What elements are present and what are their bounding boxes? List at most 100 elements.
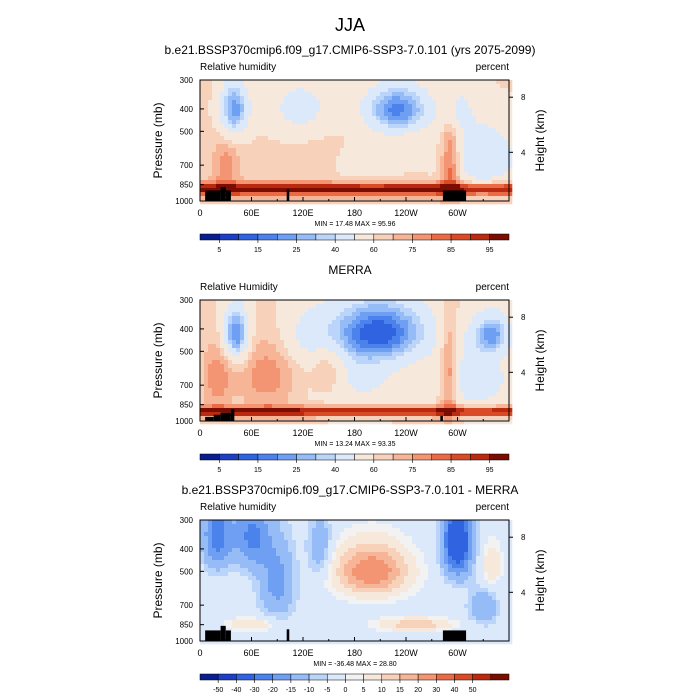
field-cell — [436, 84, 441, 89]
field-cell — [484, 180, 489, 185]
field-cell — [292, 96, 297, 101]
field-cell — [328, 140, 333, 145]
field-cell — [252, 184, 257, 189]
field-cell — [376, 140, 381, 145]
field-cell — [476, 80, 481, 85]
field-cell — [388, 84, 393, 89]
field-cell — [280, 84, 285, 89]
field-cell — [280, 164, 285, 169]
field-cell — [272, 116, 277, 121]
field-cell — [416, 144, 421, 149]
field-cell — [396, 348, 401, 353]
field-cell — [288, 388, 293, 393]
field-cell — [292, 152, 297, 157]
field-cell — [428, 320, 433, 325]
field-cell — [508, 160, 513, 165]
y-tick-label: 850 — [180, 401, 194, 410]
field-cell — [280, 408, 285, 413]
field-cell — [376, 192, 381, 197]
field-cell — [280, 320, 285, 325]
field-cell — [324, 420, 329, 425]
field-cell — [360, 348, 365, 353]
field-cell — [344, 200, 349, 205]
field-cell — [264, 184, 269, 189]
field-cell — [472, 360, 477, 365]
field-cell — [392, 156, 397, 161]
field-cell — [312, 308, 317, 313]
field-cell — [464, 420, 469, 425]
field-cell — [384, 388, 389, 393]
field-cell — [372, 308, 377, 313]
field-cell — [252, 180, 257, 185]
colorbar-label: 85 — [447, 247, 455, 254]
field-cell — [228, 128, 233, 133]
field-cell — [220, 308, 225, 313]
field-cell — [404, 384, 409, 389]
field-cell — [284, 328, 289, 333]
field-cell — [392, 332, 397, 337]
field-cell — [436, 196, 441, 201]
field-cell — [492, 372, 497, 377]
field-cell — [348, 376, 353, 381]
field-cell — [376, 416, 381, 421]
field-cell — [408, 84, 413, 89]
field-cell — [492, 404, 497, 409]
field-cell — [244, 120, 249, 125]
field-cell — [364, 332, 369, 337]
field-cell — [332, 368, 337, 373]
colorbar-label: 15 — [254, 247, 262, 254]
field-cell — [248, 136, 253, 141]
field-cell — [288, 196, 293, 201]
field-cell — [436, 124, 441, 129]
field-cell — [376, 412, 381, 417]
field-cell — [344, 308, 349, 313]
field-cell — [424, 384, 429, 389]
field-cell — [472, 196, 477, 201]
field-cell — [264, 324, 269, 329]
field-cell — [252, 320, 257, 325]
field-cell — [320, 344, 325, 349]
field-cell — [204, 152, 209, 157]
field-cell — [216, 348, 221, 353]
contour-field — [200, 80, 513, 205]
field-cell — [408, 196, 413, 201]
field-cell — [480, 124, 485, 129]
field-cell — [420, 396, 425, 401]
field-cell — [308, 312, 313, 317]
field-cell — [504, 156, 509, 161]
field-cell — [304, 336, 309, 341]
field-cell — [280, 376, 285, 381]
field-cell — [260, 192, 265, 197]
field-cell — [464, 196, 469, 201]
field-cell — [356, 404, 361, 409]
field-cell — [312, 132, 317, 137]
field-cell — [376, 392, 381, 397]
field-cell — [496, 192, 501, 197]
field-cell — [348, 412, 353, 417]
field-cell — [340, 100, 345, 105]
field-cell — [212, 168, 217, 173]
field-cell — [380, 180, 385, 185]
field-cell — [396, 100, 401, 105]
field-cell — [420, 376, 425, 381]
field-cell — [240, 336, 245, 341]
field-cell — [336, 80, 341, 85]
field-cell — [496, 400, 501, 405]
field-cell — [460, 124, 465, 129]
field-cell — [220, 360, 225, 365]
field-cell — [440, 172, 445, 177]
field-cell — [468, 396, 473, 401]
field-cell — [264, 172, 269, 177]
field-cell — [444, 92, 449, 97]
field-cell — [228, 160, 233, 165]
field-cell — [456, 344, 461, 349]
field-cell — [356, 412, 361, 417]
field-cell — [216, 368, 221, 373]
field-cell — [276, 188, 281, 193]
field-cell — [488, 180, 493, 185]
field-cell — [272, 324, 277, 329]
field-cell — [344, 340, 349, 345]
field-cell — [420, 364, 425, 369]
field-cell — [408, 376, 413, 381]
field-cell — [460, 408, 465, 413]
